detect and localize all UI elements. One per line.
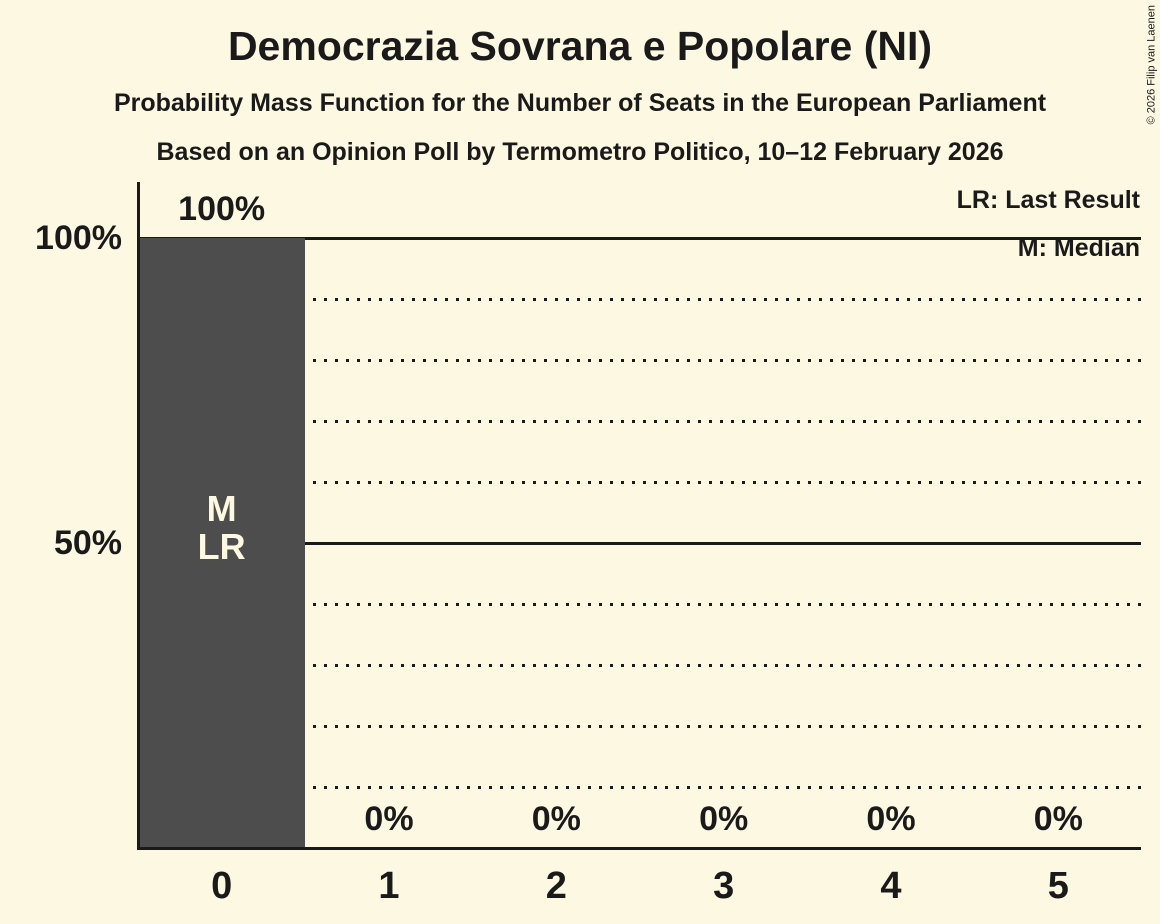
- x-tick-label-3: 3: [713, 865, 735, 907]
- copyright-notice: © 2026 Filip van Laenen: [1145, 5, 1157, 125]
- legend-last-result: LR: Last Result: [956, 186, 1140, 214]
- x-axis-line: [137, 847, 1141, 850]
- gridline-dotted-40pct: [137, 602, 1141, 606]
- x-tick-label-1: 1: [378, 865, 400, 907]
- bar-value-label-2: 0%: [531, 800, 581, 838]
- bar-annotation-median-lastresult: M LR: [198, 490, 246, 566]
- chart-title: Democrazia Sovrana e Popolare (NI): [227, 23, 933, 69]
- median-marker-label: M: [206, 488, 237, 529]
- x-tick-label-5: 5: [1047, 865, 1069, 907]
- x-tick-label-0: 0: [211, 865, 233, 907]
- y-tick-label-50: 50%: [53, 524, 122, 562]
- y-axis-line: [137, 182, 140, 850]
- gridline-dotted-80pct: [137, 358, 1141, 362]
- chart-subtitle: Probability Mass Function for the Number…: [113, 89, 1047, 117]
- gridline-dotted-90pct: [137, 297, 1141, 301]
- bar-value-label-4: 0%: [866, 800, 916, 838]
- bar-value-label-3: 0%: [699, 800, 749, 838]
- gridline-dotted-20pct: [137, 724, 1141, 728]
- y-tick-label-100: 100%: [35, 219, 122, 257]
- x-tick-label-2: 2: [545, 865, 567, 907]
- bar-value-label-1: 0%: [364, 800, 414, 838]
- bar-value-label-5: 0%: [1033, 800, 1083, 838]
- gridline-dotted-30pct: [137, 663, 1141, 667]
- gridline-dotted-60pct: [137, 480, 1141, 484]
- gridline-dotted-70pct: [137, 419, 1141, 423]
- gridline-solid-100pct: [137, 236, 1141, 240]
- bar-seats-0: [139, 238, 306, 848]
- x-tick-label-4: 4: [880, 865, 902, 907]
- bar-value-label-0: 100%: [178, 190, 266, 228]
- chart-source-line: Based on an Opinion Poll by Termometro P…: [156, 138, 1004, 166]
- last-result-marker-label: LR: [197, 526, 246, 567]
- gridline-solid-50pct: [137, 541, 1141, 545]
- gridline-dotted-10pct: [137, 785, 1141, 789]
